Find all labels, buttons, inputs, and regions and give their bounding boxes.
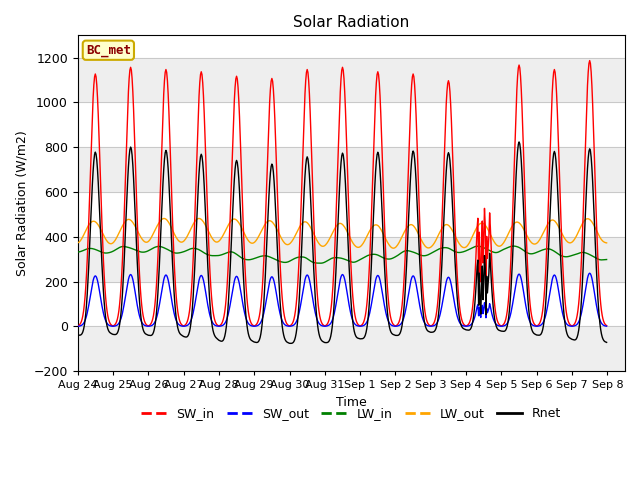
X-axis label: Time: Time: [336, 396, 367, 408]
Title: Solar Radiation: Solar Radiation: [293, 15, 410, 30]
Bar: [77, 147, 625, 192]
Y-axis label: Solar Radiation (W/m2): Solar Radiation (W/m2): [15, 131, 28, 276]
Bar: [77, 58, 625, 103]
Bar: [77, 326, 625, 371]
Bar: [77, 237, 625, 282]
Text: BC_met: BC_met: [86, 44, 131, 57]
Legend: SW_in, SW_out, LW_in, LW_out, Rnet: SW_in, SW_out, LW_in, LW_out, Rnet: [136, 402, 566, 425]
